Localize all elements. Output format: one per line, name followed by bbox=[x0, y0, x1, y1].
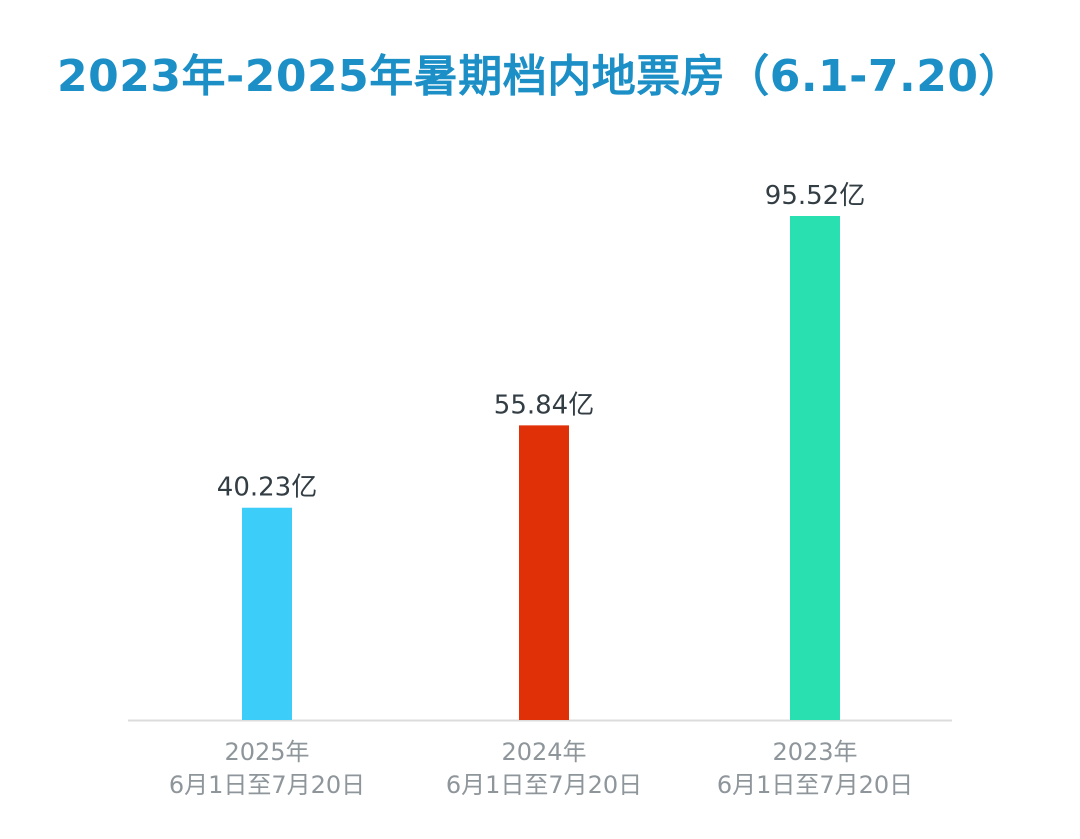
data-label-2: 95.52亿 bbox=[765, 181, 865, 211]
chart-title: 2023年-2025年暑期档内地票房（6.1-7.20） bbox=[57, 51, 1023, 102]
x-tick-group: 2025年 6月1日至7月20日 2024年 6月1日至7月20日 2023年 6月1日至… bbox=[169, 738, 913, 799]
bar-group bbox=[242, 216, 840, 720]
bar-2 bbox=[790, 216, 840, 720]
x-tick-label-range-0: 6月1日至7月20日 bbox=[169, 771, 365, 799]
bar-1 bbox=[519, 425, 569, 720]
data-label-0: 40.23亿 bbox=[217, 473, 317, 503]
data-label-1: 55.84亿 bbox=[494, 390, 594, 420]
bar-0 bbox=[242, 507, 292, 720]
x-tick-label-range-1: 6月1日至7月20日 bbox=[446, 771, 642, 799]
x-tick-label-year-0: 2025年 bbox=[224, 738, 309, 766]
x-tick-label-year-1: 2024年 bbox=[501, 738, 586, 766]
x-tick-label-year-2: 2023年 bbox=[772, 738, 857, 766]
x-tick-label-range-2: 6月1日至7月20日 bbox=[717, 771, 913, 799]
data-label-group: 40.23亿 55.84亿 95.52亿 bbox=[217, 181, 865, 503]
